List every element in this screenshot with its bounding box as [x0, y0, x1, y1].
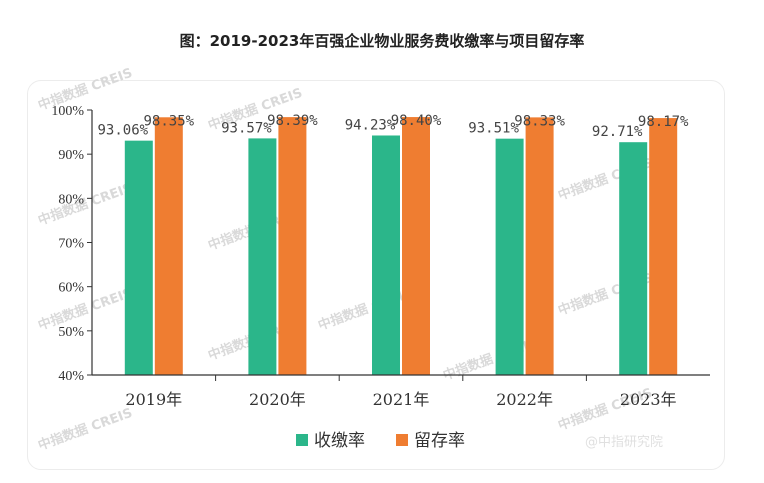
data-label: 93.57%	[221, 120, 272, 136]
x-tick-label: 2021年	[373, 390, 430, 409]
bar	[248, 138, 277, 375]
bar	[525, 117, 554, 376]
bar	[495, 138, 524, 375]
watermark-text: 中指数据 CREIS	[441, 335, 540, 384]
source-credit: @中指研究院	[585, 435, 664, 450]
legend-swatch	[296, 434, 308, 446]
watermark-text: 中指数据 CREIS	[36, 180, 135, 229]
x-tick-label: 2019年	[125, 390, 182, 409]
legend: 收缴率 留存率	[296, 431, 465, 451]
data-label: 92.71%	[592, 124, 643, 140]
data-label: 98.40%	[391, 113, 442, 129]
y-tick-label: 50%	[58, 325, 84, 340]
chart-title: 图：2019-2023年百强企业物业服务费收缴率与项目留存率	[179, 32, 585, 50]
x-tick-label: 2023年	[620, 390, 677, 409]
data-label: 93.51%	[468, 121, 519, 137]
bars	[124, 117, 678, 376]
legend-label: 收缴率	[314, 431, 365, 451]
watermark-text: 中指数据 CREIS	[36, 405, 135, 454]
y-tick-label: 40%	[58, 369, 84, 384]
bar	[619, 142, 648, 375]
y-tick-label: 60%	[58, 281, 84, 296]
data-label: 94.23%	[345, 117, 396, 133]
y-tick-label: 70%	[58, 237, 84, 252]
data-label: 93.06%	[98, 123, 149, 139]
legend-swatch	[396, 434, 408, 446]
y-tick-label: 100%	[51, 104, 84, 119]
x-tick-label: 2022年	[496, 390, 553, 409]
bar	[154, 117, 183, 375]
bar	[372, 135, 400, 375]
bar	[402, 117, 430, 376]
axes	[91, 110, 710, 376]
data-labels: 93.06%98.35% 93.57%98.39% 94.23%98.40% 93.5…	[98, 113, 690, 140]
watermark-text: 中指数据 CREIS	[36, 285, 135, 334]
data-label: 98.39%	[267, 113, 318, 129]
x-tick-label: 2020年	[249, 390, 306, 409]
y-tick-label: 80%	[58, 192, 84, 207]
y-tick-label: 90%	[58, 148, 84, 163]
bar	[124, 140, 153, 375]
legend-label: 留存率	[414, 431, 465, 451]
data-label: 98.17%	[638, 114, 689, 130]
x-axis-labels: 2019年 2020年 2021年 2022年 2023年	[125, 375, 677, 409]
bar	[649, 118, 678, 376]
data-label: 98.35%	[144, 113, 195, 129]
data-label: 98.33%	[514, 113, 565, 129]
y-axis-ticks: 40% 50% 60% 70% 80% 90% 100%	[51, 104, 92, 384]
bar	[278, 117, 307, 375]
